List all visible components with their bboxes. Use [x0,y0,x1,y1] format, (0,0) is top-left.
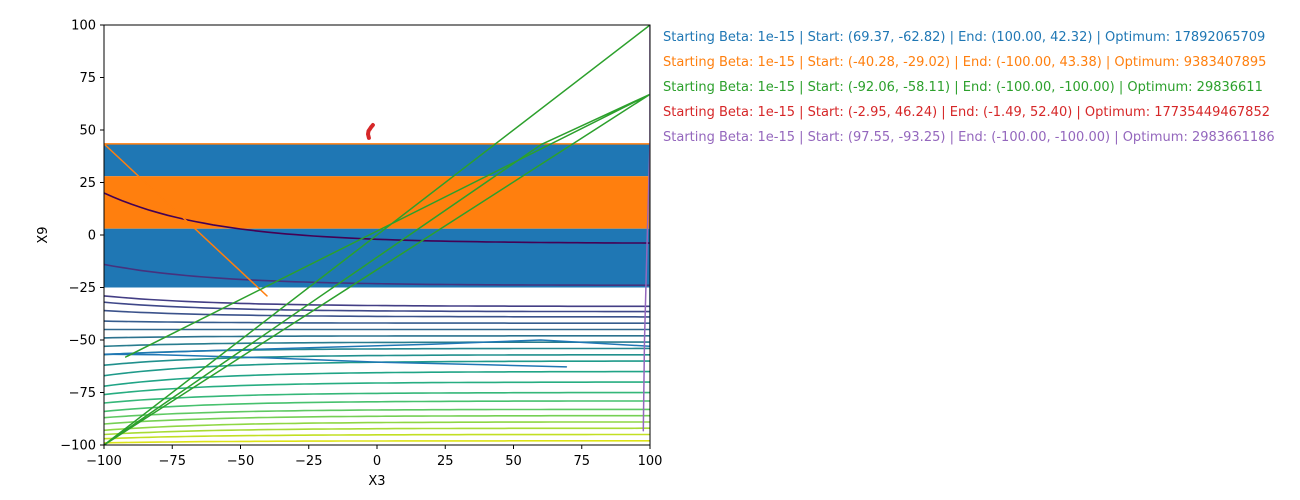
contour-line [104,354,650,366]
contour-line [104,421,650,432]
series-2-line [104,25,650,445]
contour-line [104,360,650,377]
legend-entry-1: Starting Beta: 1e-15 | Start: (-40.28, -… [663,55,1266,70]
contour-line [104,381,650,396]
contour-line [104,391,650,404]
contour-line [104,341,650,348]
legend-entry-2: Starting Beta: 1e-15 | Start: (-92.06, -… [663,80,1263,95]
legend-entry-0: Starting Beta: 1e-15 | Start: (69.37, -6… [663,30,1265,45]
contour-line [104,370,650,387]
x-axis-label: X3 [368,474,385,489]
contour-line [104,408,650,419]
contour-line [104,433,650,440]
series-layer [104,25,650,445]
x-tick-label: 50 [505,454,522,469]
band-1 [104,176,650,229]
band-0 [104,143,650,177]
legend-entry-4: Starting Beta: 1e-15 | Start: (97.55, -9… [663,130,1275,145]
y-tick-label: −50 [69,334,96,349]
contour-line [104,427,650,436]
contour-line [104,192,650,244]
contour-line [104,301,650,313]
contour-line [104,263,650,287]
y-tick-label: −25 [69,281,96,296]
y-tick-label: −100 [60,439,96,454]
series-4-line [642,25,650,432]
x-tick-label: −75 [159,454,186,469]
series-1-line [104,143,650,297]
contour-line [104,295,650,308]
y-axis-label: X9 [36,226,51,243]
x-tick-label: 75 [573,454,590,469]
y-tick-label: 0 [88,229,96,244]
contour-line [104,309,650,318]
x-tick-label: −50 [227,454,254,469]
x-tick-label: 100 [638,454,663,469]
contour-line [104,400,650,413]
contour-line [104,320,650,324]
x-axis-ticks: −100 −75 −50 −25 0 25 50 75 100 [86,445,662,469]
x-tick-label: −25 [295,454,322,469]
y-tick-label: 100 [71,19,96,34]
legend: Starting Beta: 1e-15 | Start: (69.37, -6… [663,30,1275,145]
x-tick-label: 0 [373,454,381,469]
contour-line [104,414,650,425]
x-tick-label: −100 [86,454,122,469]
bands-layer [104,143,650,288]
y-tick-label: 50 [79,124,96,139]
y-tick-label: 25 [79,176,96,191]
x-tick-label: 25 [437,454,454,469]
y-tick-label: 75 [79,71,96,86]
series-3-line [366,123,375,140]
contour-line [104,440,650,444]
y-axis-ticks: 100 75 50 25 0 −25 −50 −75 −100 [60,19,104,454]
legend-entry-3: Starting Beta: 1e-15 | Start: (-2.95, 46… [663,105,1270,120]
y-tick-label: −75 [69,386,96,401]
contour-line [104,335,650,339]
series-0-line [104,145,650,368]
